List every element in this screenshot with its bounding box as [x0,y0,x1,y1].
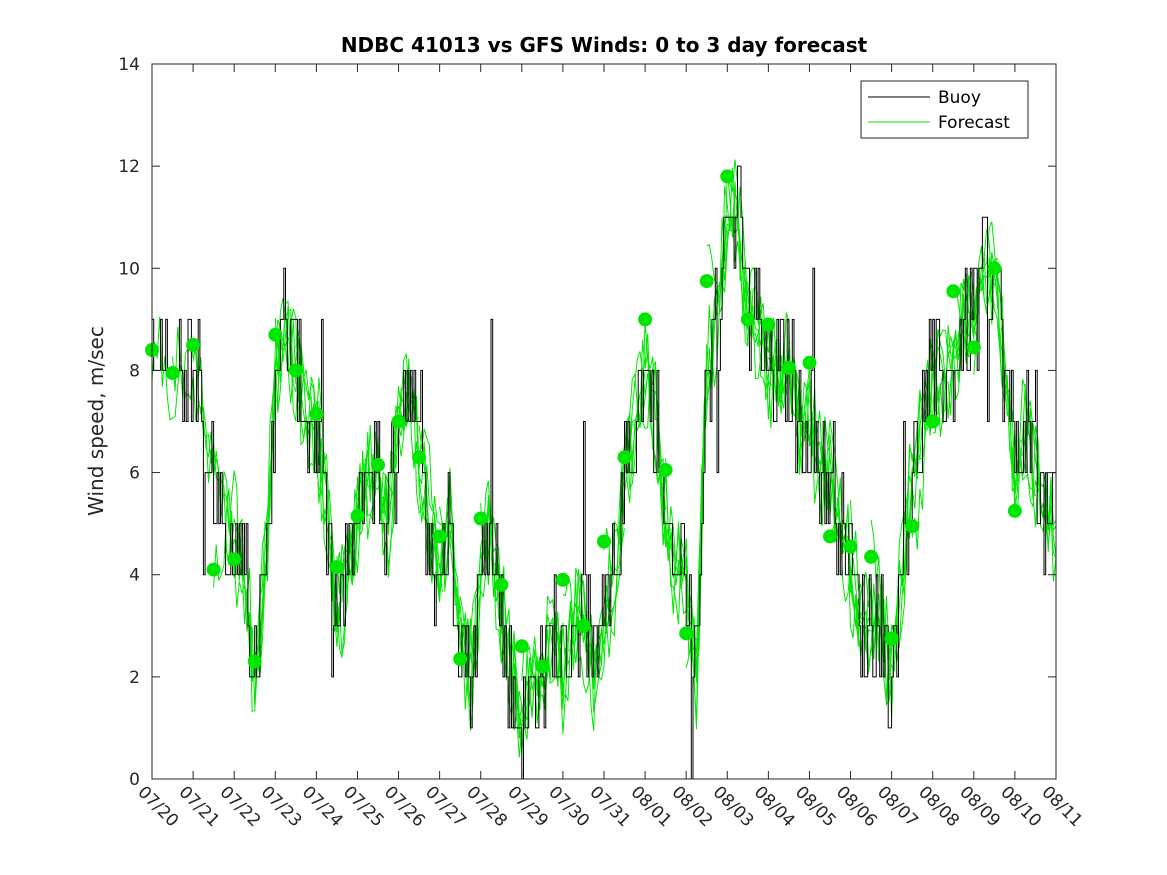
forecast-start-point [925,414,940,429]
y-tick-label: 12 [118,157,140,177]
forecast-start-point [555,572,570,587]
forecast-start-point [761,317,776,332]
legend-box [860,80,1029,139]
y-tick-label: 0 [129,770,140,790]
forecast-start-point [679,626,694,641]
forecast-run-line [665,186,790,730]
buoy-line [152,165,1057,780]
forecast-start-point [288,363,303,378]
forecast-start-point [617,450,632,465]
forecast-start-point [576,618,591,633]
y-tick-label: 8 [129,361,140,381]
forecast-start-point [350,509,365,523]
forecast-start-point [186,337,201,352]
forecast-start-point [1007,503,1022,518]
forecast-start-point [371,457,385,472]
forecast-start-point [391,414,406,429]
forecast-start-point [268,327,283,342]
y-axis-label: Wind speed, m/sec [84,326,108,516]
forecast-start-point [802,355,817,370]
forecast-start-point [966,340,981,355]
legend-forecast-label: Forecast [938,113,1010,133]
forecast-start-point [946,284,961,299]
forecast-start-point [165,366,180,380]
forecast-start-point [884,631,899,646]
forecast-start-point [473,511,488,526]
y-tick-label: 4 [129,566,140,586]
forecast-start-point [453,652,468,666]
forecast-start-point [740,312,755,327]
forecast-run-line [809,373,934,673]
forecast-start-point [987,261,1002,276]
forecast-start-point [309,406,324,421]
forecast-start-point [658,463,673,477]
forecast-start-point [227,552,242,567]
legend-buoy-label: Buoy [938,88,981,108]
forecast-start-point [638,312,653,327]
forecast-run-line [480,502,605,758]
forecast-start-markers [145,169,1022,674]
forecast-start-point [864,549,879,564]
forecast-start-point [412,450,427,465]
forecast-start-point [720,169,735,184]
forecast-start-point [535,659,550,674]
forecast-start-point [432,529,447,544]
chart-title: NDBC 41013 vs GFS Winds: 0 to 3 day fore… [341,33,868,57]
buoy-series-line [152,165,1057,780]
forecast-start-point [843,539,858,554]
y-tick-label: 6 [129,464,140,484]
y-axis-ticks: 0 2 4 6 8 10 12 14 [118,55,1056,790]
forecast-start-point [597,534,611,549]
forecast-start-point [823,529,837,544]
forecast-start-point [329,560,344,575]
y-tick-label: 2 [129,668,140,688]
forecast-start-point [494,577,509,592]
y-tick-label: 10 [118,259,140,279]
forecast-start-point [206,562,221,577]
forecast-start-point [699,274,714,289]
legend: Buoy Forecast [860,80,1029,139]
forecast-start-point [781,360,796,375]
forecast-start-point [514,639,529,654]
forecast-start-point [247,654,262,669]
forecast-start-point [905,519,920,534]
y-tick-label: 14 [118,55,140,75]
